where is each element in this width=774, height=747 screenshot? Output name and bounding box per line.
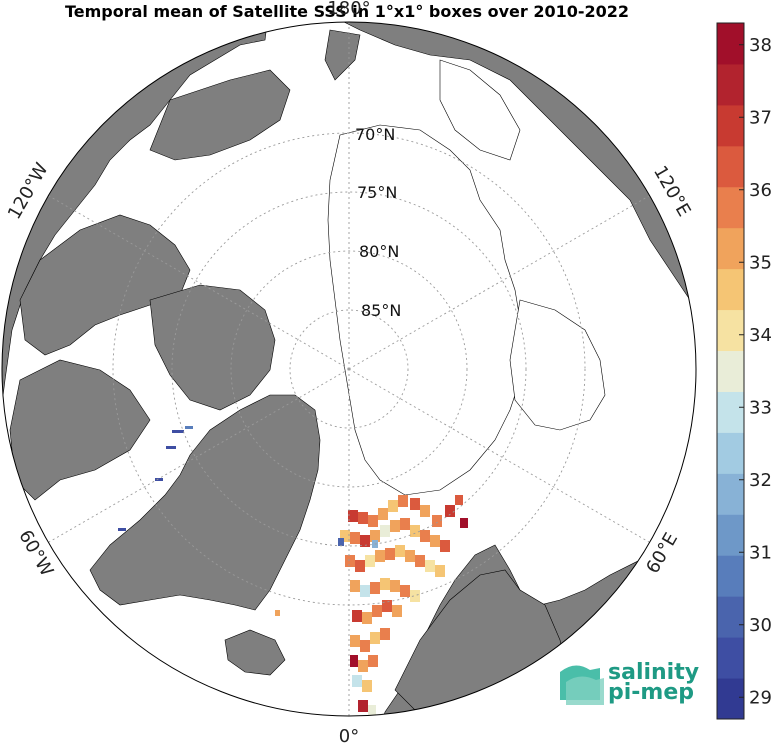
colorbar-segment bbox=[717, 637, 744, 679]
colorbar-tick-label: 30 bbox=[749, 615, 772, 636]
map-frame bbox=[1, 21, 697, 717]
colorbar-tick-label: 32 bbox=[749, 470, 772, 491]
land-greenland bbox=[89, 394, 321, 611]
colorbar-frame bbox=[716, 22, 745, 720]
parallel-label-70: 70°N bbox=[355, 125, 395, 144]
colorbar-segment bbox=[717, 473, 744, 515]
colorbar-segment bbox=[717, 63, 744, 106]
parallel-label-85: 85°N bbox=[361, 301, 401, 320]
colorbar-segment bbox=[717, 514, 744, 556]
colorbar-segment bbox=[717, 350, 744, 392]
chart-title: Temporal mean of Satellite SSS in 1°x1° … bbox=[65, 2, 629, 21]
colorbar-tick-label: 36 bbox=[749, 180, 772, 201]
graticule bbox=[48, 22, 650, 716]
polar-map: 70°N 75°N 80°N 85°N 120°W 120°E 60°W 60°… bbox=[1, 0, 697, 747]
colorbar-segment bbox=[717, 268, 744, 311]
colorbar-segment bbox=[717, 555, 744, 597]
colorbar-segment bbox=[717, 227, 744, 270]
colorbar-segment bbox=[717, 309, 744, 352]
siberian-white bbox=[439, 59, 521, 161]
colorbar-segment bbox=[717, 23, 744, 65]
colorbar-tick-label: 31 bbox=[749, 542, 772, 563]
meridian-label-180: 180° bbox=[327, 0, 370, 19]
colorbar-segment bbox=[717, 104, 744, 147]
colorbar-tick-label: 38 bbox=[749, 35, 772, 56]
colorbar-segment bbox=[717, 596, 744, 638]
colorbar-segment bbox=[717, 432, 744, 474]
logo-line1: salinity bbox=[608, 660, 699, 685]
colorbar-segment bbox=[717, 145, 744, 188]
land-iceland bbox=[224, 629, 286, 676]
sss-data bbox=[118, 426, 468, 715]
colorbar-segment bbox=[717, 391, 744, 433]
colorbar-segment bbox=[717, 186, 744, 229]
logo-line2: pi-mep bbox=[608, 680, 694, 705]
meridian-label-0: 0° bbox=[339, 726, 359, 747]
colorbar-tick-label: 35 bbox=[749, 252, 772, 273]
colorbar: 29 30 31 32 33 34 35 36 37 38 bbox=[716, 22, 772, 720]
colorbar-tick-label: 34 bbox=[749, 325, 772, 346]
colorbar-segment bbox=[717, 678, 744, 720]
russian-shelf-white bbox=[327, 124, 526, 496]
colorbar-tick-label: 29 bbox=[749, 687, 772, 708]
land-canadian-islands bbox=[19, 214, 191, 356]
salinity-pimep-logo: salinity pi-mep bbox=[560, 660, 699, 705]
parallel-label-75: 75°N bbox=[357, 183, 397, 202]
colorbar-tick-label: 33 bbox=[749, 397, 772, 418]
land-canada-west bbox=[149, 69, 291, 161]
land-svalbard bbox=[324, 29, 361, 81]
colorbar-tick-label: 37 bbox=[749, 107, 772, 128]
kara-sea-white bbox=[509, 299, 606, 431]
parallel-label-80: 80°N bbox=[359, 242, 399, 261]
